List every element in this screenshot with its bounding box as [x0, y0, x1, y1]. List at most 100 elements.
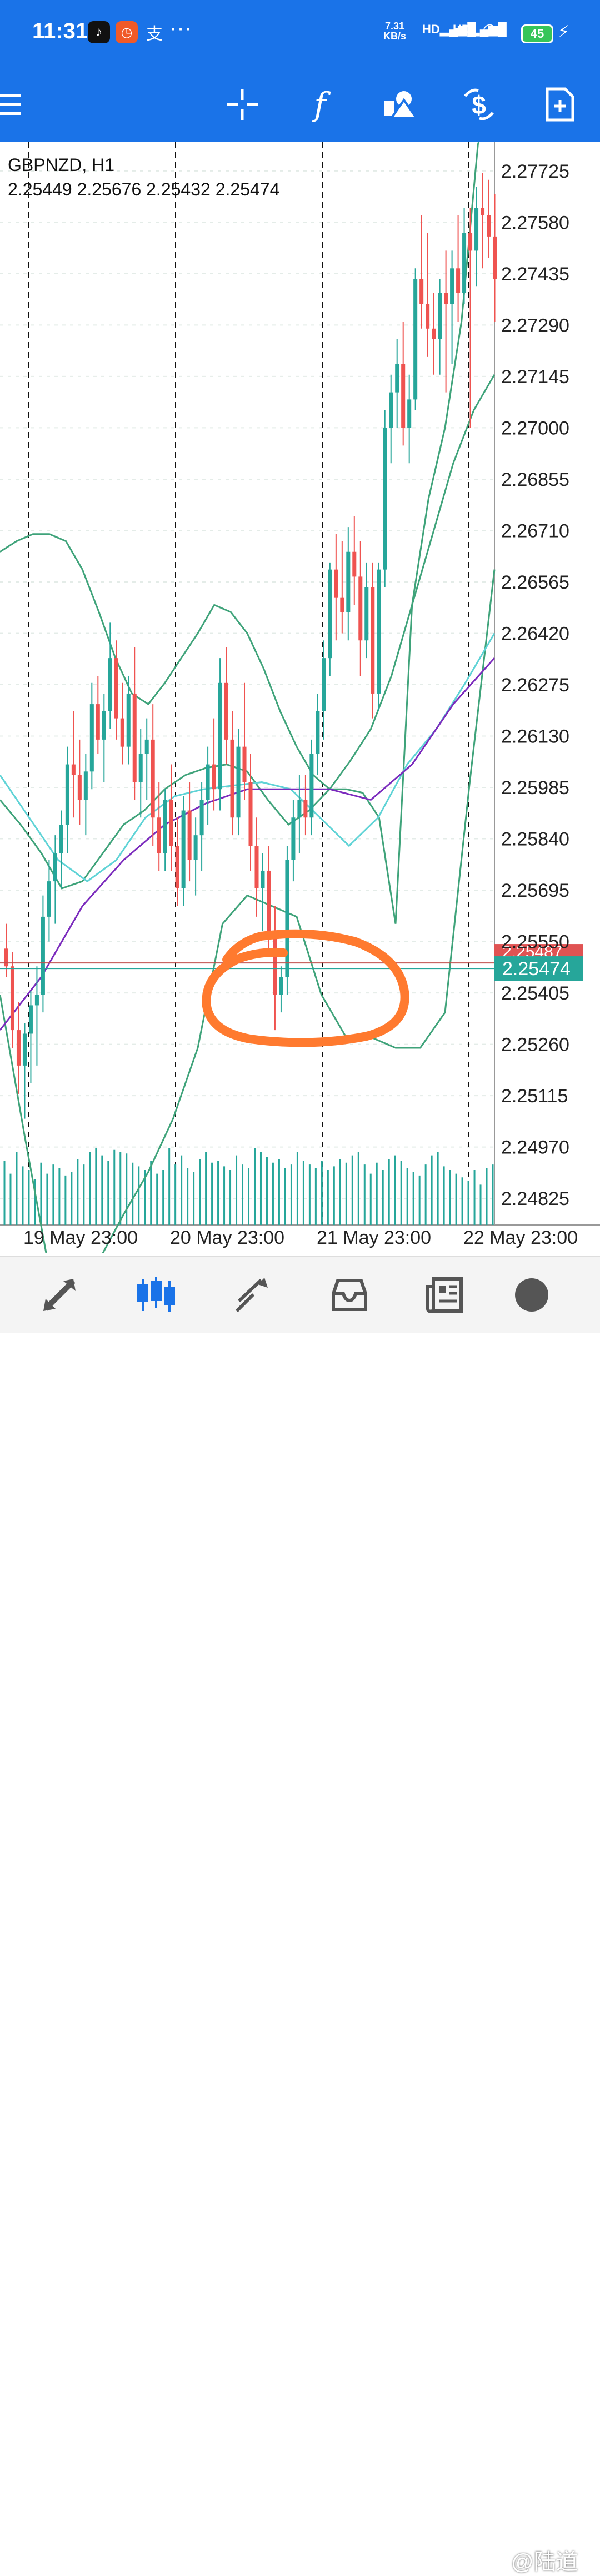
- chart-toolbar: f $: [0, 66, 600, 142]
- candle: [377, 569, 381, 694]
- price-tick-label: 2.26710: [501, 520, 569, 541]
- price-tick-label: 2.25550: [501, 932, 569, 953]
- candle: [77, 775, 82, 800]
- price-tick-label: 2.25405: [501, 983, 569, 1004]
- candle: [358, 576, 363, 641]
- ohlc-label: 2.25449 2.25676 2.25432 2.25474: [8, 179, 279, 199]
- candle: [175, 846, 179, 888]
- candle: [144, 739, 149, 754]
- candle: [383, 428, 387, 570]
- candle: [438, 293, 442, 339]
- candle: [28, 1005, 33, 1034]
- price-tick-label: 2.26565: [501, 572, 569, 593]
- candle: [444, 293, 448, 304]
- candle: [59, 825, 63, 853]
- candle: [303, 800, 308, 818]
- candle: [169, 800, 173, 846]
- candle: [138, 754, 143, 782]
- candle: [432, 328, 436, 339]
- candle: [71, 764, 76, 775]
- candle: [206, 764, 210, 800]
- candle: [492, 236, 497, 279]
- candle: [346, 551, 351, 612]
- time-tick-label: 22 May 23:00: [463, 1227, 578, 1248]
- candle: [487, 215, 491, 237]
- news-icon[interactable]: [420, 1270, 470, 1320]
- candle: [261, 870, 265, 888]
- candle: [199, 800, 204, 836]
- chart-icon[interactable]: [131, 1270, 181, 1320]
- price-tick-label: 2.25695: [501, 880, 569, 901]
- candle: [22, 1033, 27, 1066]
- candle: [114, 658, 118, 719]
- price-tick-label: 2.26420: [501, 623, 569, 644]
- candle: [41, 916, 45, 995]
- candle: [181, 810, 186, 888]
- price-tick-label: 2.27145: [501, 366, 569, 388]
- candle: [248, 782, 253, 846]
- candle: [334, 569, 338, 598]
- battery-indicator: 45: [521, 24, 553, 43]
- candle: [352, 551, 357, 577]
- candle: [151, 739, 155, 818]
- candle: [285, 860, 289, 977]
- time-tick-label: 21 May 23:00: [317, 1227, 431, 1248]
- price-tick-label: 2.26275: [501, 675, 569, 696]
- candle: [242, 746, 247, 782]
- price-tick-label: 2.27290: [501, 315, 569, 336]
- objects-icon[interactable]: [378, 82, 422, 127]
- candle: [407, 399, 412, 428]
- menu-icon[interactable]: [0, 82, 32, 127]
- candle: [47, 881, 51, 917]
- indicators-icon[interactable]: f: [314, 86, 326, 123]
- clock-app-icon: ◷: [116, 21, 138, 43]
- net-speed-unit: KB/s: [383, 31, 407, 42]
- price-chart[interactable]: 2.25487 2.25474 2.27725 2.27580 2.27435 2.27…: [0, 91, 600, 1279]
- price-tick-label: 2.24825: [501, 1188, 569, 1209]
- candle: [395, 364, 399, 393]
- price-tick-label: 2.26130: [501, 726, 569, 747]
- price-tick-label: 2.27435: [501, 264, 569, 285]
- candle: [230, 739, 234, 818]
- tiktok-icon: ♪: [88, 21, 110, 43]
- crosshair-icon[interactable]: [220, 82, 264, 127]
- candle: [316, 711, 320, 754]
- candle: [4, 948, 9, 967]
- messages-icon[interactable]: [507, 1270, 557, 1320]
- candle: [419, 279, 424, 304]
- status-time: 11:31: [32, 19, 88, 43]
- candle: [474, 208, 479, 251]
- quotes-icon[interactable]: [34, 1270, 84, 1320]
- trade-icon[interactable]: $: [457, 82, 501, 127]
- candle: [65, 764, 69, 825]
- candle: [193, 835, 198, 860]
- history-icon[interactable]: [324, 1270, 374, 1320]
- trade-nav-icon[interactable]: [228, 1270, 278, 1320]
- candle: [309, 754, 314, 818]
- candle: [426, 304, 430, 329]
- bid-price-label: 2.25474: [502, 958, 571, 980]
- watermark: @陆道: [511, 2550, 578, 2574]
- signal-icon-1: HD▂▄▆█: [422, 22, 476, 36]
- candle: [236, 746, 241, 818]
- candle: [218, 682, 222, 790]
- annotation-circle: [202, 929, 409, 1047]
- candle: [413, 279, 418, 400]
- new-order-icon[interactable]: [538, 82, 582, 127]
- time-tick-label: 19 May 23:00: [23, 1227, 138, 1248]
- status-bar: 11:31 ♪ ◷ 支 ··· 7.31 KB/s HD▂▄▆█ HD▂▄▆█ …: [0, 0, 600, 66]
- moving-average-slow: [0, 657, 496, 1031]
- candle: [450, 268, 454, 304]
- candle: [212, 764, 216, 790]
- candle: [96, 704, 100, 740]
- price-tick-label: 2.25260: [501, 1035, 569, 1056]
- bottom-navigation: @陆道: [0, 1256, 600, 2574]
- price-tick-label: 2.25840: [501, 829, 569, 850]
- candle: [132, 693, 137, 782]
- bid-price-box: [494, 956, 583, 981]
- moving-average-fast: [0, 632, 496, 882]
- candle: [401, 364, 406, 428]
- more-notifications: ···: [169, 16, 192, 40]
- candle: [297, 800, 302, 818]
